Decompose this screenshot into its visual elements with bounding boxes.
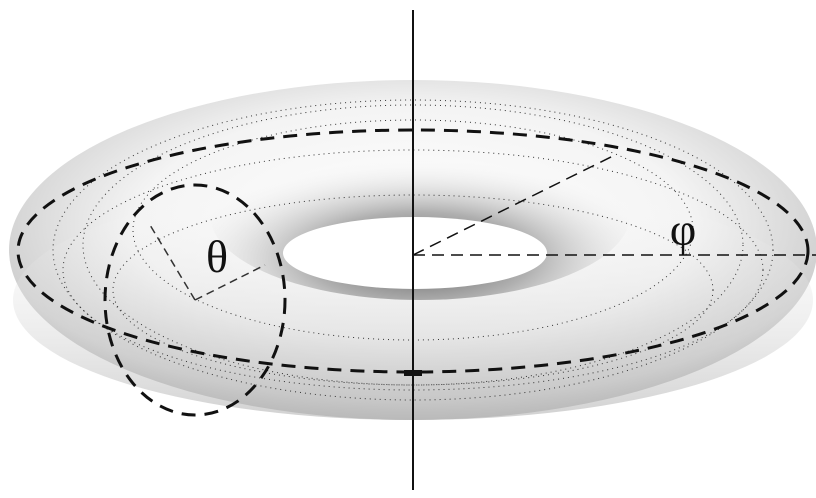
hole (283, 217, 547, 289)
theta-label: θ (206, 231, 228, 282)
axis-marker (404, 370, 422, 376)
torus-diagram: θ φ (0, 0, 816, 498)
phi-label: φ (670, 204, 697, 255)
